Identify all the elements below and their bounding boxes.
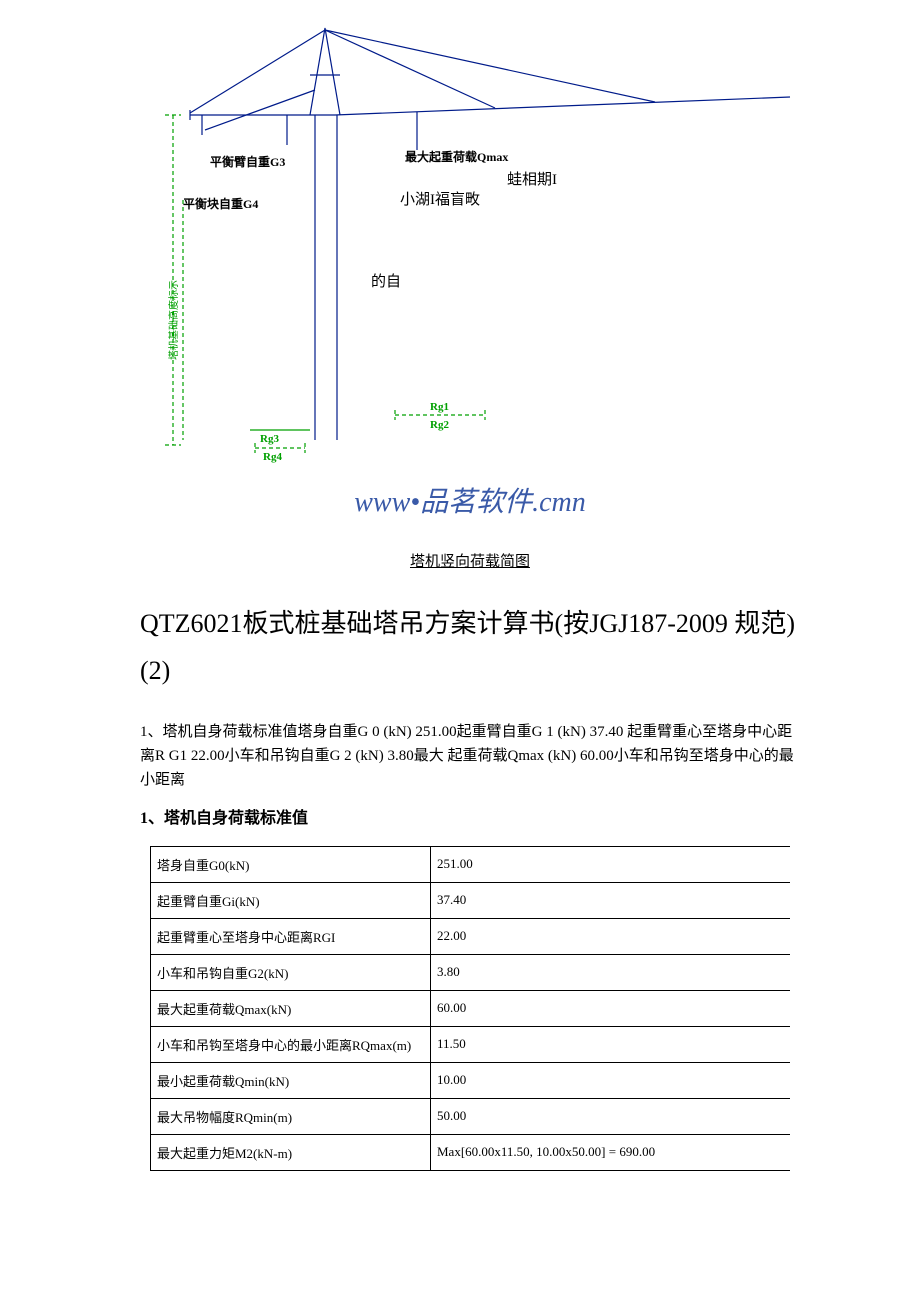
param-label: 起重臂重心至塔身中心距离RGI <box>151 918 431 954</box>
svg-text:Rg2: Rg2 <box>430 419 449 431</box>
label-g4: 平衡块自重G4 <box>183 195 258 212</box>
page-title: QTZ6021板式桩基础塔吊方案计算书(按JGJ187-2009 规范)(2) <box>140 601 800 695</box>
diagram-caption: 塔机竖向荷载简图 <box>140 550 800 571</box>
param-label: 最大吊物幅度RQmin(m) <box>151 1098 431 1134</box>
label-mid2: 的自 <box>371 270 401 291</box>
table-row: 起重臂重心至塔身中心距离RGI22.00 <box>151 918 791 954</box>
param-label: 小车和吊钩自重G2(kN) <box>151 954 431 990</box>
table-row: 起重臂自重Gi(kN)37.40 <box>151 882 791 918</box>
crane-diagram: 塔机基础高度标示 Rg3 Rg4 Rg1 Rg2 平衡臂自重G3 平衡块自重G4… <box>155 20 795 470</box>
svg-text:Rg1: Rg1 <box>430 401 449 413</box>
param-label: 最大起重荷载Qmax(kN) <box>151 990 431 1026</box>
param-value: 3.80 <box>431 954 791 990</box>
summary-paragraph: 1、塔机自身荷载标准值塔身自重G 0 (kN) 251.00起重臂自重G 1 (… <box>140 720 800 792</box>
param-value: 60.00 <box>431 990 791 1026</box>
svg-text:Rg4: Rg4 <box>263 451 282 463</box>
label-qmax: 最大起重荷载Qmax <box>405 148 508 165</box>
param-value: Max[60.00x11.50, 10.00x50.00] = 690.00 <box>431 1134 791 1170</box>
label-right1: 蛙相期I <box>507 168 557 189</box>
table-row: 塔身自重G0(kN)251.00 <box>151 846 791 882</box>
table-row: 小车和吊钩至塔身中心的最小距离RQmax(m)11.50 <box>151 1026 791 1062</box>
svg-text:Rg3: Rg3 <box>260 433 279 445</box>
param-value: 10.00 <box>431 1062 791 1098</box>
param-value: 22.00 <box>431 918 791 954</box>
section-heading: 1、塔机自身荷载标准值 <box>140 804 800 828</box>
param-label: 小车和吊钩至塔身中心的最小距离RQmax(m) <box>151 1026 431 1062</box>
table-row: 最大起重力矩M2(kN-m)Max[60.00x11.50, 10.00x50.… <box>151 1134 791 1170</box>
table-row: 最小起重荷载Qmin(kN)10.00 <box>151 1062 791 1098</box>
table-row: 小车和吊钩自重G2(kN)3.80 <box>151 954 791 990</box>
param-label: 最小起重荷载Qmin(kN) <box>151 1062 431 1098</box>
param-value: 37.40 <box>431 882 791 918</box>
table-row: 最大起重荷载Qmax(kN)60.00 <box>151 990 791 1026</box>
param-label: 最大起重力矩M2(kN-m) <box>151 1134 431 1170</box>
label-mid1: 小湖I福盲畋 <box>400 188 480 209</box>
table-row: 最大吊物幅度RQmin(m)50.00 <box>151 1098 791 1134</box>
label-g3: 平衡臂自重G3 <box>210 153 285 170</box>
watermark-text: www•品茗软件.cmn <box>140 480 800 520</box>
svg-text:塔机基础高度标示: 塔机基础高度标示 <box>167 280 180 360</box>
param-value: 251.00 <box>431 846 791 882</box>
params-table: 塔身自重G0(kN)251.00 起重臂自重Gi(kN)37.40 起重臂重心至… <box>150 846 790 1171</box>
param-label: 起重臂自重Gi(kN) <box>151 882 431 918</box>
param-value: 50.00 <box>431 1098 791 1134</box>
param-label: 塔身自重G0(kN) <box>151 846 431 882</box>
param-value: 11.50 <box>431 1026 791 1062</box>
crane-svg: 塔机基础高度标示 Rg3 Rg4 Rg1 Rg2 <box>155 20 795 470</box>
